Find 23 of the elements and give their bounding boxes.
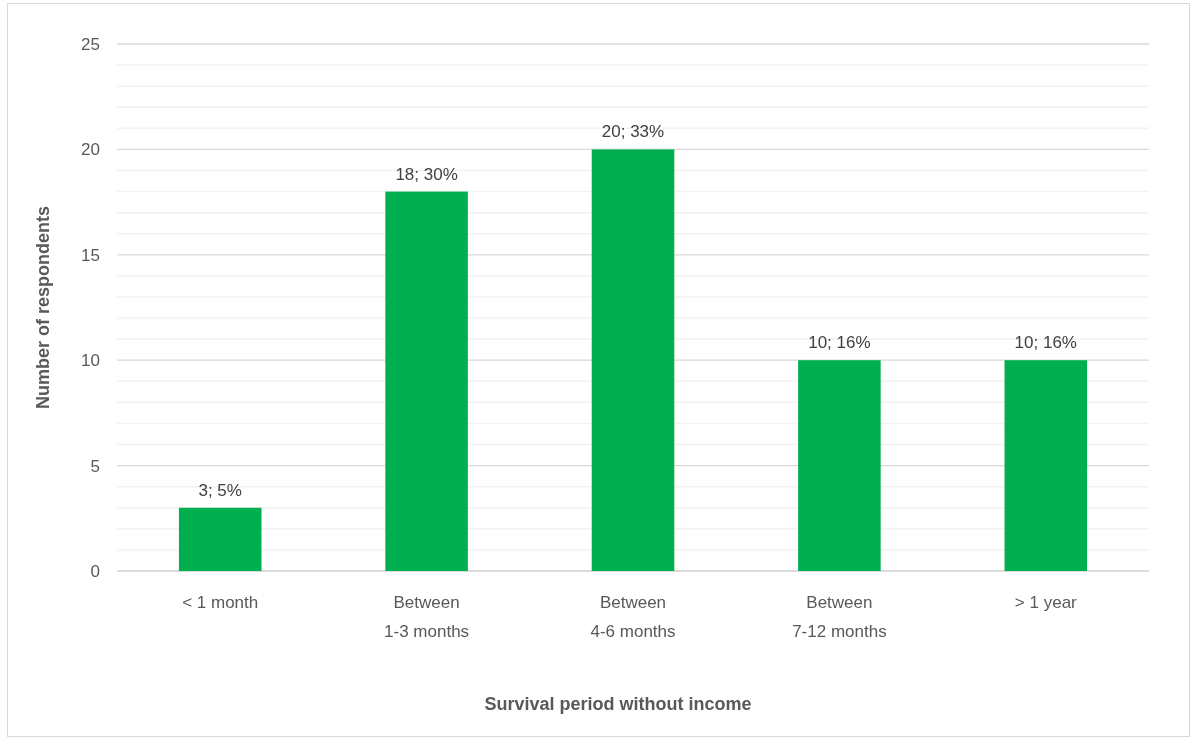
- data-label: 10; 16%: [1014, 333, 1077, 353]
- y-tick-label: 20: [81, 140, 100, 160]
- data-label: 3; 5%: [198, 480, 242, 500]
- bar: [385, 191, 468, 571]
- y-tick-label: 5: [90, 456, 100, 476]
- x-tick-label: < 1 month: [182, 593, 259, 612]
- data-label: 18; 30%: [395, 164, 458, 184]
- bar: [798, 360, 881, 571]
- bar: [178, 507, 262, 571]
- x-tick-label: > 1 year: [1014, 593, 1078, 612]
- x-tick-label: Between 7-12 months: [792, 593, 887, 641]
- y-tick-label: 0: [90, 561, 100, 581]
- data-label: 20; 33%: [601, 122, 665, 142]
- y-tick-label: 10: [81, 351, 100, 371]
- y-tick-label: 25: [81, 34, 100, 54]
- bar: [591, 149, 675, 571]
- y-tick-label: 15: [81, 245, 100, 265]
- x-tick-label: Between 4-6 months: [590, 593, 676, 641]
- y-axis-title: Number of respondents: [33, 205, 53, 410]
- x-axis-title: Survival period without income: [484, 694, 752, 714]
- bar: [1004, 360, 1088, 571]
- data-label: 10; 16%: [808, 333, 871, 353]
- x-tick-label: Between 1-3 months: [384, 593, 470, 641]
